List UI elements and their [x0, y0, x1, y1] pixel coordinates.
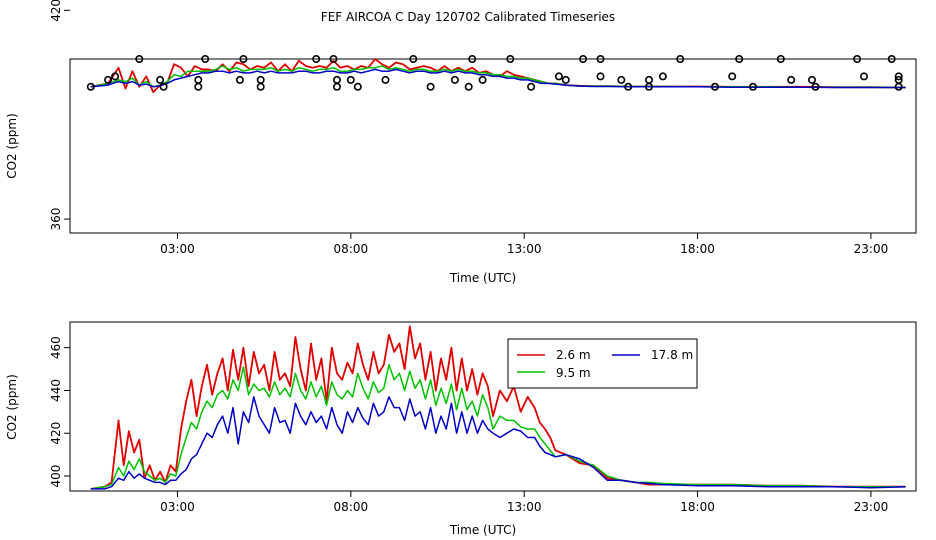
bottom-panel: 03:00 08:00 13:00 18:00 23:00 400 420 440 460 T…: [5, 321, 917, 537]
top-marker-point: [710, 82, 719, 91]
top-marker-point: [561, 75, 570, 84]
bottom-x-axis-label: Time (UTC): [449, 523, 516, 537]
top-marker-point: [811, 82, 820, 91]
top-plot-area: [86, 54, 906, 93]
top-marker-point: [527, 82, 536, 91]
top-x-tick-label: 03:00: [160, 242, 195, 256]
top-marker-point: [332, 75, 341, 84]
top-marker-point: [312, 54, 321, 63]
top-y-tick-label: 420: [49, 0, 63, 22]
top-marker-point: [409, 54, 418, 63]
top-marker-point: [748, 82, 757, 91]
top-marker-point: [353, 82, 362, 91]
top-marker-point: [329, 54, 338, 63]
top-marker-point: [894, 72, 903, 81]
bottom-x-tick-label: 13:00: [507, 500, 542, 514]
top-marker-point: [478, 75, 487, 84]
top-x-tick-label: 18:00: [680, 242, 715, 256]
top-marker-point: [450, 75, 459, 84]
top-series-17.8m: [90, 68, 906, 89]
legend-label-9.5m: 9.5 m: [556, 366, 591, 380]
top-marker-point: [807, 75, 816, 84]
bottom-y-tick-label: 420: [49, 422, 63, 445]
top-marker-point: [256, 75, 265, 84]
bottom-plot-frame: [69, 321, 917, 492]
top-marker-point: [596, 72, 605, 81]
bottom-y-tick-label: 460: [49, 336, 63, 359]
top-marker-point: [579, 54, 588, 63]
bottom-y-axis: 400 420 440 460: [49, 336, 70, 487]
bottom-series-17.8m: [90, 396, 906, 490]
top-marker-point: [859, 72, 868, 81]
bottom-series-9.5m: [90, 364, 906, 490]
top-marker-point: [156, 75, 165, 84]
bottom-y-axis-label: CO2 (ppm): [5, 374, 19, 440]
bottom-y-tick-label: 400: [49, 465, 63, 488]
top-y-axis-label: CO2 (ppm): [5, 113, 19, 179]
top-marker-point: [554, 72, 563, 81]
top-y-tick-label: 360: [49, 208, 63, 231]
top-marker-point: [728, 72, 737, 81]
top-marker-point: [676, 54, 685, 63]
top-marker-point: [159, 82, 168, 91]
top-plot-frame: [69, 58, 917, 234]
top-marker-point: [111, 72, 120, 81]
top-marker-point: [256, 82, 265, 91]
top-marker-point: [194, 82, 203, 91]
top-y-axis: 360420460: [49, 0, 70, 231]
top-x-tick-label: 23:00: [854, 242, 889, 256]
top-marker-point: [506, 54, 515, 63]
top-marker-point: [624, 82, 633, 91]
top-marker-point: [235, 75, 244, 84]
legend-label-17.8m: 17.8 m: [651, 348, 693, 362]
top-x-tick-label: 08:00: [334, 242, 369, 256]
bottom-x-tick-label: 23:00: [854, 500, 889, 514]
top-marker-point: [201, 54, 210, 63]
top-marker-point: [887, 54, 896, 63]
top-marker-point: [644, 82, 653, 91]
legend-box: [507, 338, 698, 389]
top-x-axis-label: Time (UTC): [449, 271, 516, 285]
bottom-x-tick-label: 18:00: [680, 500, 715, 514]
top-marker-point: [776, 54, 785, 63]
bottom-plot-area: [90, 325, 906, 490]
top-marker-point: [468, 54, 477, 63]
top-marker-point: [104, 75, 113, 84]
top-marker-point: [596, 54, 605, 63]
bottom-y-tick-label: 440: [49, 379, 63, 402]
bottom-series-2.6m: [90, 325, 906, 490]
top-x-tick-label: 13:00: [507, 242, 542, 256]
legend: 2.6 m 9.5 m 17.8 m: [507, 338, 698, 389]
top-marker-point: [135, 54, 144, 63]
top-marker-point: [426, 82, 435, 91]
top-marker-point: [194, 75, 203, 84]
top-x-axis: 03:00 08:00 13:00 18:00 23:00: [160, 233, 888, 256]
bottom-x-axis: 03:00 08:00 13:00 18:00 23:00: [160, 491, 888, 514]
top-marker-point: [853, 54, 862, 63]
top-marker-point: [239, 54, 248, 63]
chart-title: FEF AIRCOA C Day 120702 Calibrated Times…: [321, 10, 615, 24]
top-marker-point: [658, 72, 667, 81]
top-marker-point: [644, 75, 653, 84]
top-marker-point: [332, 82, 341, 91]
top-marker-point: [617, 75, 626, 84]
top-marker-point: [381, 75, 390, 84]
top-marker-point: [464, 82, 473, 91]
bottom-x-tick-label: 03:00: [160, 500, 195, 514]
top-marker-point: [735, 54, 744, 63]
bottom-x-tick-label: 08:00: [334, 500, 369, 514]
top-marker-point: [86, 82, 95, 91]
top-marker-point: [787, 75, 796, 84]
legend-label-2.6m: 2.6 m: [556, 348, 591, 362]
top-marker-point: [894, 82, 903, 91]
top-marker-point: [346, 75, 355, 84]
